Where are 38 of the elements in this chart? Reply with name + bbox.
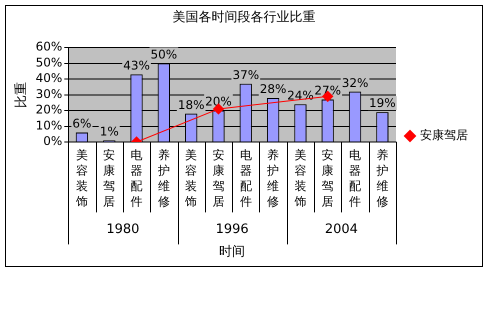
x-tick-label: 养护维修 xyxy=(375,148,388,209)
x-tick-label: 美容装饰 xyxy=(184,148,198,209)
data-label: 18% xyxy=(178,98,205,112)
y-tick-label: 0% xyxy=(43,134,62,148)
data-label: 1% xyxy=(100,124,119,139)
x-tick-label: 安康驾居 xyxy=(212,148,224,209)
data-label: 32% xyxy=(342,76,368,90)
x-tick-label: 电器配件 xyxy=(240,148,252,209)
y-tick-label: 10% xyxy=(36,118,62,132)
chart-title: 美国各时间段各行业比重 xyxy=(172,9,316,26)
x-tick-label: 电器配件 xyxy=(349,148,362,209)
data-label: 6% xyxy=(72,116,92,131)
y-tick-label: 60% xyxy=(36,40,62,54)
y-tick-label: 40% xyxy=(36,71,62,86)
data-label: 43% xyxy=(123,58,150,72)
text: 2004 xyxy=(324,222,358,237)
data-label: 20% xyxy=(205,94,232,109)
y-tick-label: 20% xyxy=(36,102,62,117)
data-label: 50% xyxy=(150,47,178,62)
x-tick-label: 美容装饰 xyxy=(74,148,88,209)
x-tick-label: 电器配件 xyxy=(130,148,143,209)
x-tick-label: 养护维修 xyxy=(266,148,280,209)
data-label: 19% xyxy=(369,96,396,110)
data-label: 27% xyxy=(314,84,342,98)
x-tick-label: 安康驾居 xyxy=(103,148,116,209)
data-label: 24% xyxy=(287,88,314,102)
y-tick-label: 50% xyxy=(36,55,62,70)
x-tick-label: 安康驾居 xyxy=(322,148,334,209)
data-label: 37% xyxy=(232,68,260,82)
y-tick-label: 30% xyxy=(36,86,62,101)
x-tick-label: 美容装饰 xyxy=(293,148,306,209)
x-tick-label: 养护维修 xyxy=(156,148,170,209)
y-axis-title: 比重 xyxy=(14,82,30,108)
legend-label: 安康驾居 xyxy=(420,128,468,142)
text: 1996 xyxy=(216,222,249,237)
x-axis-title: 时间 xyxy=(219,244,246,260)
text: 1980 xyxy=(106,222,140,237)
data-label: 28% xyxy=(260,82,286,96)
